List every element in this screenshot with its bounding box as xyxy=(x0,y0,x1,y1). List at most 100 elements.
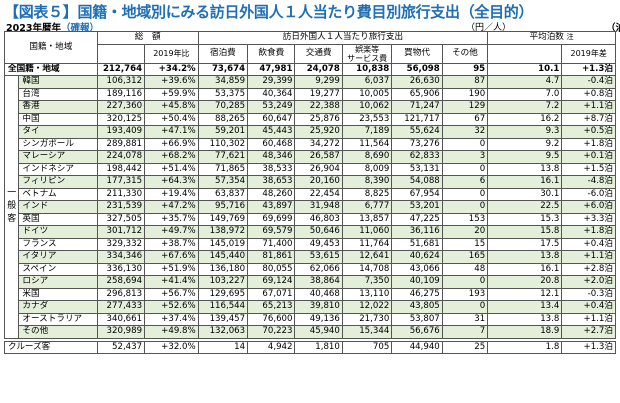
cell-transport: 22,454 xyxy=(294,187,343,201)
header-yoy-diff: 2019年差 xyxy=(561,43,616,64)
cell-diff: +0.4泊 xyxy=(561,237,616,251)
row-name: 香港 xyxy=(18,100,98,114)
cell-yoy: +51.9% xyxy=(144,262,199,276)
cell-yoy: +41.4% xyxy=(144,275,199,289)
table-title: 【図表５】国籍・地域別にみる訪日外国人１人当たり費目別旅行支出（全目的） xyxy=(4,3,534,21)
cell-other: 25 xyxy=(441,340,489,354)
header-entertainment-1: 娯楽等 xyxy=(355,44,380,54)
cell-shop: 56,676 xyxy=(391,325,443,339)
cell-other: 165 xyxy=(441,250,489,264)
cell-lodging: 71,865 xyxy=(197,162,249,176)
cell-yoy: +37.4% xyxy=(144,312,199,326)
cell-lodging: 95,716 xyxy=(197,200,249,214)
cell-ent: 8,825 xyxy=(341,187,393,201)
cell-shop: 40,624 xyxy=(391,250,443,264)
cell-shop: 73,276 xyxy=(391,137,443,151)
cell-transport: 53,615 xyxy=(294,250,343,264)
cell-shop: 62,833 xyxy=(391,150,443,164)
table-row: 中国 320,125 +50.4% 88,265 60,647 25,876 23,553 1… xyxy=(5,112,616,126)
cell-ent: 23,553 xyxy=(341,112,393,126)
cell-yoy: +47.2% xyxy=(144,200,199,214)
cell-lodging: 116,544 xyxy=(197,300,249,314)
cell-yoy: +34.2% xyxy=(144,62,199,76)
cell-transport: 19,277 xyxy=(294,87,343,101)
cell-lodging: 14 xyxy=(197,340,249,354)
cell-diff: +6.0泊 xyxy=(561,200,616,214)
cell-total: 106,312 xyxy=(96,75,146,89)
cell-total: 224,078 xyxy=(96,150,146,164)
cell-stay: 16.1 xyxy=(487,262,563,276)
cell-diff: +1.3泊 xyxy=(561,340,616,354)
cell-diff: +1.1泊 xyxy=(561,312,616,326)
cell-other: 15 xyxy=(441,237,489,251)
cell-yoy: +52.6% xyxy=(144,300,199,314)
cell-other: 0 xyxy=(441,187,489,201)
cell-ent: 13,857 xyxy=(341,212,393,226)
cell-stay: 9.2 xyxy=(487,137,563,151)
table-row: マレーシア 224,078 +68.2% 77,621 48,346 26,587 8,69… xyxy=(5,150,616,164)
cell-shop: 121,717 xyxy=(391,112,443,126)
table-row: フランス 329,332 +38.7% 145,019 71,400 49,453 11,7… xyxy=(5,237,616,251)
cell-ent: 11,060 xyxy=(341,225,393,239)
row-name: インドネシア xyxy=(18,162,98,176)
cell-stay: 10.1 xyxy=(487,62,563,76)
cell-other: 153 xyxy=(441,212,489,226)
cell-transport: 49,453 xyxy=(294,237,343,251)
cell-transport: 31,948 xyxy=(294,200,343,214)
cell-shop: 71,247 xyxy=(391,100,443,114)
cell-ent: 10,005 xyxy=(341,87,393,101)
row-name: クルーズ客 xyxy=(4,340,98,354)
cell-shop: 53,201 xyxy=(391,200,443,214)
cell-shop: 26,630 xyxy=(391,75,443,89)
cell-yoy: +64.3% xyxy=(144,175,199,189)
cell-food: 29,399 xyxy=(247,75,296,89)
row-name: ロシア xyxy=(18,275,98,289)
header-other: その他 xyxy=(441,43,489,64)
cell-stay: 13.8 xyxy=(487,162,563,176)
cell-transport: 22,388 xyxy=(294,100,343,114)
cell-total: 334,346 xyxy=(96,250,146,264)
cell-other: 129 xyxy=(441,100,489,114)
cell-transport: 26,587 xyxy=(294,150,343,164)
cell-food: 69,124 xyxy=(247,275,296,289)
cell-total: 301,712 xyxy=(96,225,146,239)
cell-shop: 67,954 xyxy=(391,187,443,201)
cell-total: 189,116 xyxy=(96,87,146,101)
cell-food: 47,981 xyxy=(247,62,296,76)
cell-shop: 36,116 xyxy=(391,225,443,239)
cell-ent: 15,344 xyxy=(341,325,393,339)
table-row: シンガポール 289,881 +66.9% 110,302 60,468 34,272 11… xyxy=(5,137,616,151)
subtitle-year: 2023年暦年 xyxy=(6,23,61,34)
cell-food: 67,071 xyxy=(247,287,296,301)
cell-diff: -4.8泊 xyxy=(561,175,616,189)
cell-yoy: +45.8% xyxy=(144,100,199,114)
header-yoy: 2019年比 xyxy=(144,43,199,64)
cell-other: 0 xyxy=(441,162,489,176)
cell-diff: +1.8泊 xyxy=(561,225,616,239)
cell-ent: 12,641 xyxy=(341,250,393,264)
cell-stay: 15.3 xyxy=(487,212,563,226)
cell-other: 190 xyxy=(441,87,489,101)
cell-ent: 21,730 xyxy=(341,312,393,326)
header-food: 飲食費 xyxy=(247,43,296,64)
cell-total: 227,360 xyxy=(96,100,146,114)
cell-lodging: 149,769 xyxy=(197,212,249,226)
cell-food: 69,699 xyxy=(247,212,296,226)
cell-food: 45,443 xyxy=(247,125,296,139)
table-row: 香港 227,360 +45.8% 70,285 53,249 22,388 10,062 7… xyxy=(5,100,616,114)
cell-stay: 4.7 xyxy=(487,75,563,89)
cell-yoy: +35.7% xyxy=(144,212,199,226)
cruise-row: クルーズ客 52,437 +32.0% 14 4,942 1,810 705 44,940 25… xyxy=(4,340,616,354)
cell-ent: 6,777 xyxy=(341,200,393,214)
cell-other: 48 xyxy=(441,262,489,276)
table-row: 英国 327,505 +35.7% 149,769 69,699 46,803 13,857… xyxy=(5,212,616,226)
cell-diff: +0.4泊 xyxy=(561,300,616,314)
cell-yoy: +49.8% xyxy=(144,325,199,339)
cell-lodging: 139,457 xyxy=(197,312,249,326)
cell-lodging: 70,285 xyxy=(197,100,249,114)
cell-food: 48,260 xyxy=(247,187,296,201)
cell-total: 198,442 xyxy=(96,162,146,176)
unit-label-right: （泊） xyxy=(606,23,620,34)
cell-diff: +0.8泊 xyxy=(561,87,616,101)
cell-transport: 46,803 xyxy=(294,212,343,226)
